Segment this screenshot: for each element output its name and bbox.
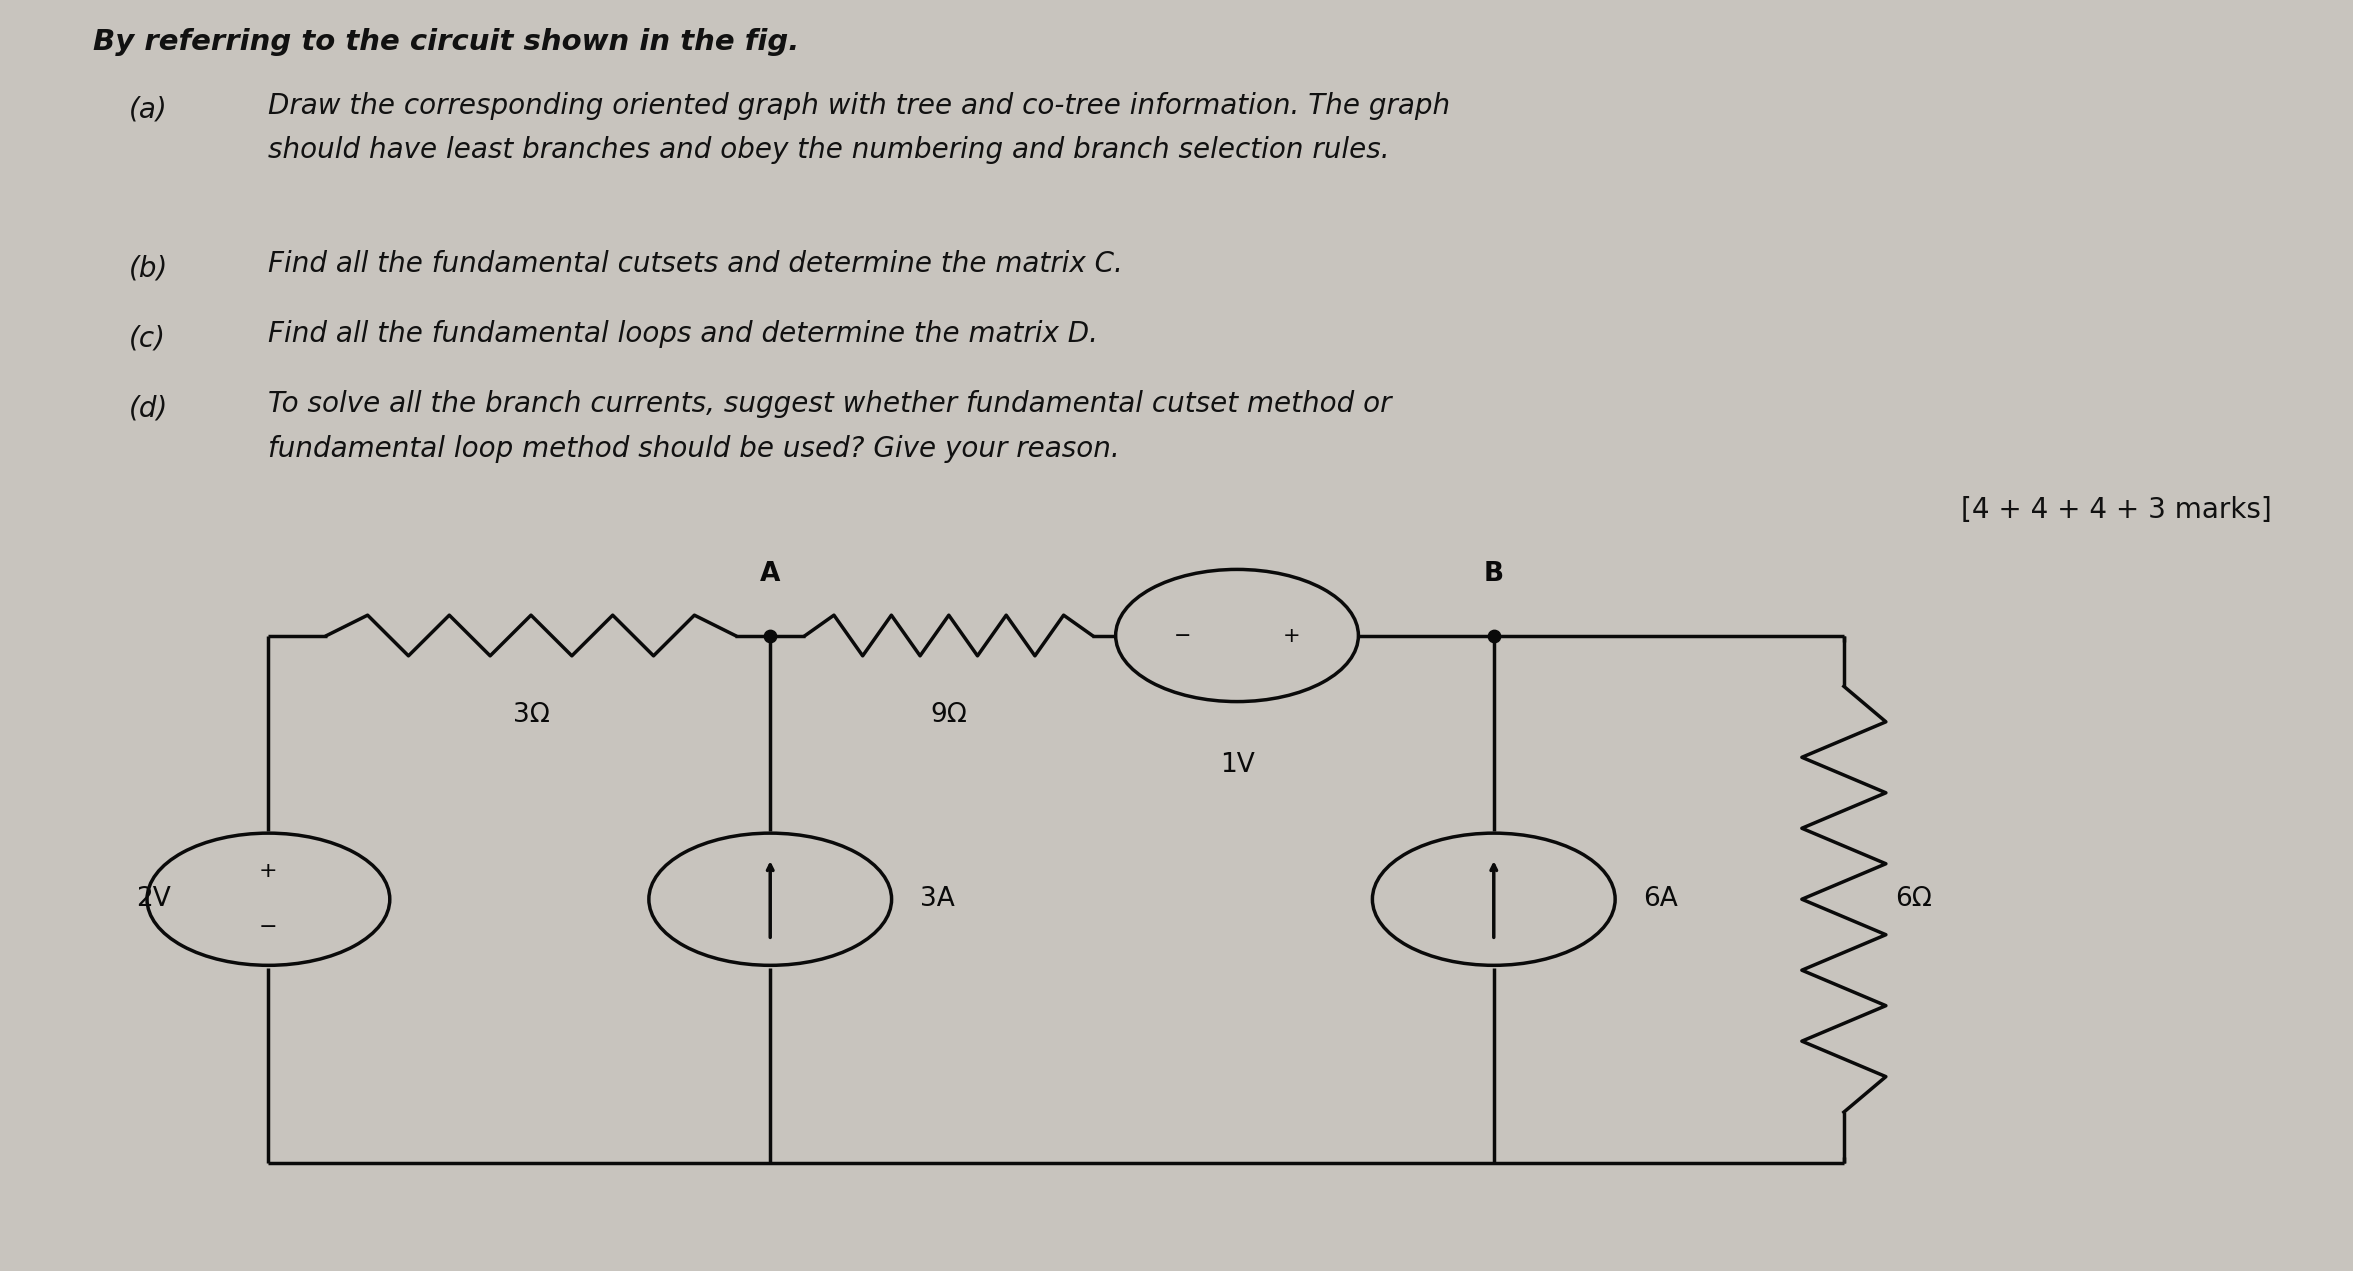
Text: 9Ω: 9Ω bbox=[929, 702, 967, 727]
Text: B: B bbox=[1485, 562, 1504, 587]
Text: A: A bbox=[760, 562, 781, 587]
Text: 3Ω: 3Ω bbox=[513, 702, 551, 727]
Text: (a): (a) bbox=[129, 95, 167, 123]
Text: 2V: 2V bbox=[136, 886, 169, 913]
Text: 6A: 6A bbox=[1642, 886, 1678, 913]
Text: (b): (b) bbox=[129, 254, 167, 282]
Text: +: + bbox=[1282, 625, 1301, 646]
Text: (c): (c) bbox=[129, 324, 165, 352]
Text: +: + bbox=[259, 862, 278, 882]
Text: (d): (d) bbox=[129, 394, 167, 422]
Text: Find all the fundamental loops and determine the matrix D.: Find all the fundamental loops and deter… bbox=[268, 320, 1099, 348]
Text: fundamental loop method should be used? Give your reason.: fundamental loop method should be used? … bbox=[268, 435, 1120, 463]
Point bbox=[751, 625, 788, 646]
Text: To solve all the branch currents, suggest whether fundamental cutset method or: To solve all the branch currents, sugges… bbox=[268, 390, 1393, 418]
Text: 1V: 1V bbox=[1219, 752, 1254, 778]
Text: By referring to the circuit shown in the fig.: By referring to the circuit shown in the… bbox=[94, 28, 800, 56]
Text: Find all the fundamental cutsets and determine the matrix C.: Find all the fundamental cutsets and det… bbox=[268, 250, 1122, 278]
Text: −: − bbox=[259, 916, 278, 937]
Point bbox=[1475, 625, 1513, 646]
Text: should have least branches and obey the numbering and branch selection rules.: should have least branches and obey the … bbox=[268, 136, 1391, 164]
Text: Draw the corresponding oriented graph with tree and co-tree information. The gra: Draw the corresponding oriented graph wi… bbox=[268, 92, 1449, 119]
Text: [4 + 4 + 4 + 3 marks]: [4 + 4 + 4 + 3 marks] bbox=[1960, 496, 2271, 524]
Text: 6Ω: 6Ω bbox=[1894, 886, 1932, 913]
Text: −: − bbox=[1174, 625, 1191, 646]
Text: 3A: 3A bbox=[920, 886, 955, 913]
